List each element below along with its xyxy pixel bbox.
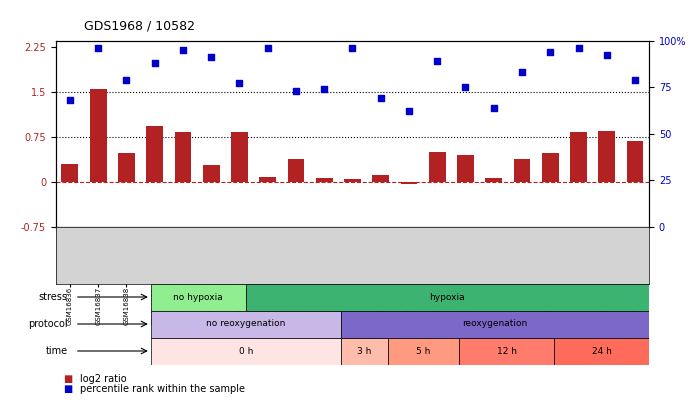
Bar [459,337,554,365]
Point [375,95,386,102]
Text: hypoxia: hypoxia [429,292,466,301]
Point [319,86,330,92]
Bar [457,155,474,182]
Text: ■: ■ [63,384,72,394]
Bar [341,311,649,337]
Point [630,77,641,83]
Bar [429,152,446,182]
Point [403,108,415,115]
Text: reoxygenation: reoxygenation [462,320,528,328]
Text: log2 ratio: log2 ratio [80,374,127,384]
Point [573,45,584,51]
Bar [341,337,388,365]
Point [206,54,217,60]
Bar [372,175,389,182]
Bar [259,177,276,182]
Text: protocol: protocol [28,319,68,329]
Bar [231,132,248,182]
Point [234,80,245,87]
Text: time: time [45,346,68,356]
Bar [246,284,649,311]
Bar [90,89,107,182]
Text: GDS1968 / 10582: GDS1968 / 10582 [84,19,195,32]
Bar [542,153,558,182]
Text: ■: ■ [63,374,72,384]
Bar [147,126,163,182]
Text: percentile rank within the sample: percentile rank within the sample [80,384,245,394]
Bar [151,311,341,337]
Point [149,60,161,66]
Point [431,58,443,64]
Text: 24 h: 24 h [592,347,611,356]
Bar [554,337,649,365]
Point [460,84,471,90]
Point [601,52,612,59]
Bar [118,153,135,182]
Text: no reoxygenation: no reoxygenation [206,320,285,328]
Point [64,97,75,103]
Bar [315,177,333,182]
Bar [598,131,615,182]
Bar [514,159,530,182]
Bar [151,337,341,365]
Bar [344,179,361,182]
Bar [627,141,644,182]
Point [488,104,499,111]
Point [177,47,188,53]
Bar [388,337,459,365]
Point [93,45,104,51]
Bar [570,132,587,182]
Point [517,69,528,75]
Text: 0 h: 0 h [239,347,253,356]
Text: 12 h: 12 h [497,347,517,356]
Bar [202,165,220,182]
Bar [151,284,246,311]
Point [544,49,556,55]
Point [290,87,302,94]
Text: stress: stress [38,292,68,302]
Text: no hypoxia: no hypoxia [173,292,223,301]
Text: 3 h: 3 h [357,347,371,356]
Point [262,45,274,51]
Point [121,77,132,83]
Text: 5 h: 5 h [417,347,431,356]
Point [347,45,358,51]
Bar [401,182,417,184]
Bar [485,177,503,182]
Bar [288,159,304,182]
Bar [61,164,78,182]
Bar [174,132,191,182]
